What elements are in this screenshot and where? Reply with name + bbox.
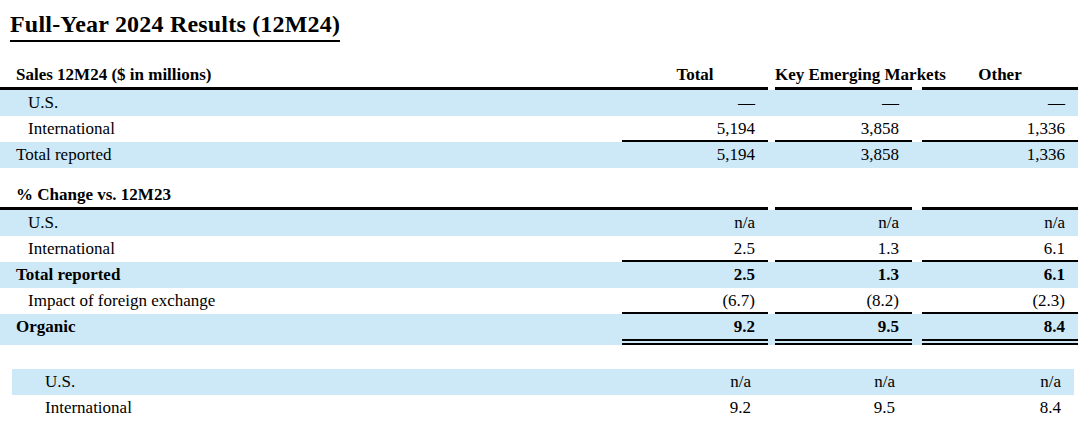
column-gap xyxy=(768,90,775,116)
inset-section: U.S. n/a n/a n/a International 9.2 9.5 8… xyxy=(12,369,1074,421)
table-row-total-reported-change: Total reported 2.5 1.3 6.1 xyxy=(0,262,1078,288)
column-gap xyxy=(908,369,918,395)
row-label: Impact of foreign exchange xyxy=(0,288,622,314)
cell-total: n/a xyxy=(618,369,764,395)
cell-total: n/a xyxy=(622,210,768,236)
row-label: U.S. xyxy=(0,90,622,116)
cell-total: 5,194 xyxy=(622,116,768,142)
results-table: Sales 12M24 ($ in millions) Total Key Em… xyxy=(0,50,1078,421)
cell-other: 8.4 xyxy=(918,395,1074,421)
row-label: International xyxy=(12,395,618,421)
column-gap xyxy=(768,116,775,142)
column-gap xyxy=(764,369,771,395)
cell-key-emerging-markets: n/a xyxy=(771,369,908,395)
cell-key-emerging-markets: — xyxy=(775,90,912,116)
table-row-international-additional: International 9.2 9.5 8.4 xyxy=(12,395,1074,421)
column-gap xyxy=(912,116,922,142)
row-label: U.S. xyxy=(12,369,618,395)
section-header-row: % Change vs. 12M23 xyxy=(0,186,1078,210)
cell-total: 2.5 xyxy=(622,236,768,262)
table-row-total-reported-sales: Total reported 5,194 3,858 1,336 xyxy=(0,142,1078,168)
column-gap xyxy=(912,314,922,345)
table-row-international-change: International 2.5 1.3 6.1 xyxy=(0,236,1078,262)
cell-other: n/a xyxy=(922,210,1078,236)
column-gap xyxy=(768,262,775,288)
section-header-pct-change: % Change vs. 12M23 xyxy=(0,185,622,210)
table-row-us-additional: U.S. n/a n/a n/a xyxy=(12,369,1074,395)
row-label: U.S. xyxy=(0,210,622,236)
cell-total: (6.7) xyxy=(622,288,768,314)
column-gap xyxy=(912,90,922,116)
cell-key-emerging-markets: 3,858 xyxy=(775,142,912,168)
cell-other: — xyxy=(922,90,1078,116)
column-header-key-emerging-markets: Key Emerging Markets xyxy=(775,65,912,90)
cell-key-emerging-markets: 9.5 xyxy=(775,314,912,345)
table-header-row: Sales 12M24 ($ in millions) Total Key Em… xyxy=(0,50,1078,90)
cell-key-emerging-markets: 3,858 xyxy=(775,116,912,142)
column-gap xyxy=(764,395,771,421)
column-gap xyxy=(908,395,918,421)
cell-key-emerging-markets: 9.5 xyxy=(771,395,908,421)
cell-key-emerging-markets: (8.2) xyxy=(775,288,912,314)
cell-other: 1,336 xyxy=(922,142,1078,168)
column-gap xyxy=(768,288,775,314)
column-gap xyxy=(912,288,922,314)
column-gap xyxy=(768,236,775,262)
cell-key-emerging-markets: 1.3 xyxy=(775,262,912,288)
cell-key-emerging-markets: n/a xyxy=(775,210,912,236)
document-page: Full-Year 2024 Results (12M24) Sales 12M… xyxy=(0,0,1078,442)
cell-total: 9.2 xyxy=(622,314,768,345)
cell-key-emerging-markets: 1.3 xyxy=(775,236,912,262)
row-label: Organic xyxy=(0,314,622,345)
table-row-organic: Organic 9.2 9.5 8.4 xyxy=(0,314,1078,345)
page-title: Full-Year 2024 Results (12M24) xyxy=(10,12,340,42)
cell-other: 1,336 xyxy=(922,116,1078,142)
cell-total: 5,194 xyxy=(622,142,768,168)
row-label: Total reported xyxy=(0,262,622,288)
cell-other: n/a xyxy=(918,369,1074,395)
cell-total: 2.5 xyxy=(622,262,768,288)
table-row-us-sales: U.S. — — — xyxy=(0,90,1078,116)
table-row-fx-impact: Impact of foreign exchange (6.7) (8.2) (… xyxy=(0,288,1078,314)
column-gap xyxy=(768,210,775,236)
cell-other: (2.3) xyxy=(922,288,1078,314)
table-row-international-sales: International 5,194 3,858 1,336 xyxy=(0,116,1078,142)
row-label: Total reported xyxy=(0,142,622,168)
cell-total: 9.2 xyxy=(618,395,764,421)
section-spacer xyxy=(0,345,1078,369)
column-gap xyxy=(768,142,775,168)
column-header-total: Total xyxy=(622,65,768,90)
column-gap xyxy=(768,314,775,345)
column-gap xyxy=(912,142,922,168)
cell-other: 6.1 xyxy=(922,236,1078,262)
cell-total: — xyxy=(622,90,768,116)
column-gap xyxy=(912,236,922,262)
table-row-us-change: U.S. n/a n/a n/a xyxy=(0,210,1078,236)
cell-other: 6.1 xyxy=(922,262,1078,288)
section-header-sales: Sales 12M24 ($ in millions) xyxy=(0,65,622,90)
column-header-other: Other xyxy=(922,65,1078,90)
cell-other: 8.4 xyxy=(922,314,1078,345)
row-label: International xyxy=(0,236,622,262)
column-gap xyxy=(912,210,922,236)
column-gap xyxy=(912,262,922,288)
row-label: International xyxy=(0,116,622,142)
